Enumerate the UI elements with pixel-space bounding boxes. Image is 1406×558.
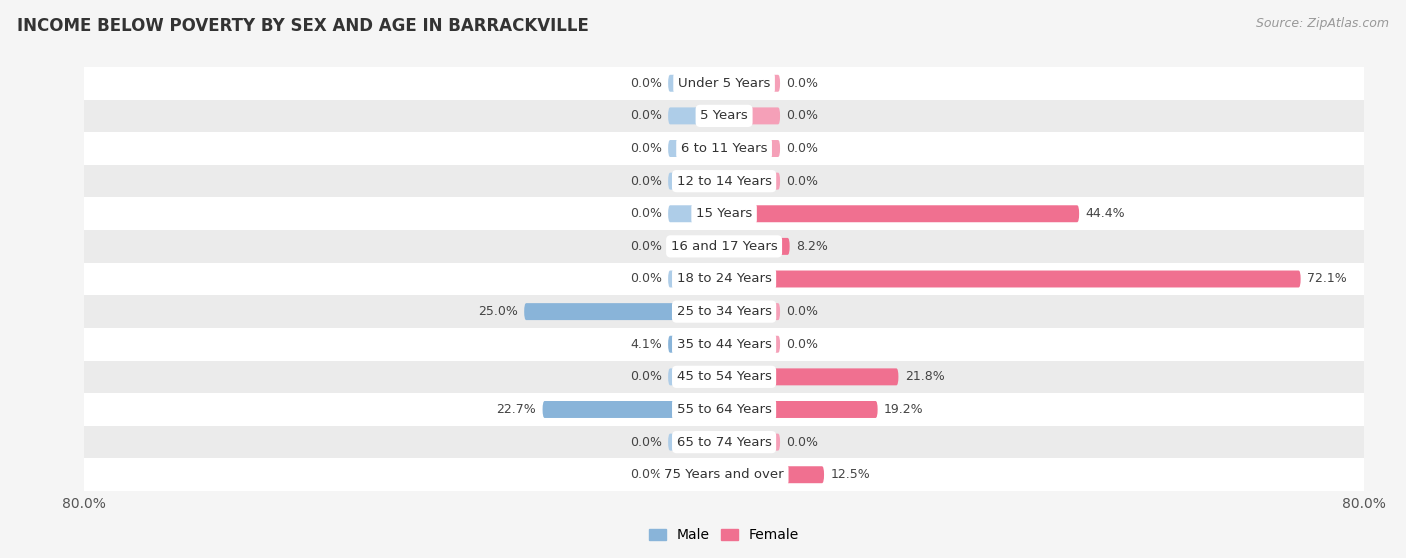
Bar: [84, 393, 1364, 426]
FancyBboxPatch shape: [724, 401, 877, 418]
Text: 55 to 64 Years: 55 to 64 Years: [676, 403, 772, 416]
Text: INCOME BELOW POVERTY BY SEX AND AGE IN BARRACKVILLE: INCOME BELOW POVERTY BY SEX AND AGE IN B…: [17, 17, 589, 35]
Text: 0.0%: 0.0%: [630, 240, 662, 253]
Text: 6 to 11 Years: 6 to 11 Years: [681, 142, 768, 155]
Text: 0.0%: 0.0%: [630, 207, 662, 220]
Text: 25 to 34 Years: 25 to 34 Years: [676, 305, 772, 318]
FancyBboxPatch shape: [724, 140, 780, 157]
Text: 0.0%: 0.0%: [630, 109, 662, 122]
FancyBboxPatch shape: [668, 238, 724, 255]
Bar: [84, 328, 1364, 360]
FancyBboxPatch shape: [668, 434, 724, 451]
Bar: [84, 165, 1364, 198]
FancyBboxPatch shape: [724, 434, 780, 451]
Text: 16 and 17 Years: 16 and 17 Years: [671, 240, 778, 253]
FancyBboxPatch shape: [668, 172, 724, 190]
Text: 0.0%: 0.0%: [630, 272, 662, 286]
Text: 8.2%: 8.2%: [796, 240, 828, 253]
Text: 0.0%: 0.0%: [630, 468, 662, 481]
Bar: [84, 459, 1364, 491]
Text: 19.2%: 19.2%: [884, 403, 924, 416]
Text: 0.0%: 0.0%: [786, 436, 818, 449]
Text: 22.7%: 22.7%: [496, 403, 536, 416]
Text: 0.0%: 0.0%: [786, 109, 818, 122]
Text: 0.0%: 0.0%: [630, 77, 662, 90]
Bar: [84, 263, 1364, 295]
FancyBboxPatch shape: [668, 205, 724, 222]
Text: 65 to 74 Years: 65 to 74 Years: [676, 436, 772, 449]
Text: 0.0%: 0.0%: [786, 305, 818, 318]
FancyBboxPatch shape: [724, 336, 780, 353]
FancyBboxPatch shape: [668, 75, 724, 92]
FancyBboxPatch shape: [524, 303, 724, 320]
FancyBboxPatch shape: [668, 140, 724, 157]
Bar: [84, 230, 1364, 263]
Bar: [84, 360, 1364, 393]
Text: 15 Years: 15 Years: [696, 207, 752, 220]
Text: 0.0%: 0.0%: [630, 436, 662, 449]
FancyBboxPatch shape: [724, 205, 1080, 222]
Text: 0.0%: 0.0%: [630, 371, 662, 383]
FancyBboxPatch shape: [724, 368, 898, 386]
FancyBboxPatch shape: [668, 466, 724, 483]
FancyBboxPatch shape: [724, 75, 780, 92]
Text: 21.8%: 21.8%: [905, 371, 945, 383]
Text: 0.0%: 0.0%: [786, 175, 818, 187]
Text: 0.0%: 0.0%: [630, 142, 662, 155]
FancyBboxPatch shape: [668, 271, 724, 287]
Text: Under 5 Years: Under 5 Years: [678, 77, 770, 90]
Bar: [84, 132, 1364, 165]
FancyBboxPatch shape: [724, 238, 790, 255]
Text: 12.5%: 12.5%: [831, 468, 870, 481]
Legend: Male, Female: Male, Female: [644, 523, 804, 548]
Bar: [84, 295, 1364, 328]
Bar: [84, 99, 1364, 132]
FancyBboxPatch shape: [724, 303, 780, 320]
Text: Source: ZipAtlas.com: Source: ZipAtlas.com: [1256, 17, 1389, 30]
FancyBboxPatch shape: [668, 368, 724, 386]
FancyBboxPatch shape: [668, 107, 724, 124]
Text: 75 Years and over: 75 Years and over: [664, 468, 785, 481]
Text: 18 to 24 Years: 18 to 24 Years: [676, 272, 772, 286]
Text: 5 Years: 5 Years: [700, 109, 748, 122]
FancyBboxPatch shape: [668, 336, 724, 353]
Bar: [84, 198, 1364, 230]
FancyBboxPatch shape: [543, 401, 724, 418]
Text: 72.1%: 72.1%: [1308, 272, 1347, 286]
Text: 4.1%: 4.1%: [630, 338, 662, 351]
Text: 0.0%: 0.0%: [786, 77, 818, 90]
FancyBboxPatch shape: [724, 271, 1301, 287]
Text: 0.0%: 0.0%: [630, 175, 662, 187]
Bar: [84, 67, 1364, 99]
FancyBboxPatch shape: [724, 172, 780, 190]
Bar: [84, 426, 1364, 459]
Text: 12 to 14 Years: 12 to 14 Years: [676, 175, 772, 187]
Text: 45 to 54 Years: 45 to 54 Years: [676, 371, 772, 383]
FancyBboxPatch shape: [724, 466, 824, 483]
Text: 25.0%: 25.0%: [478, 305, 517, 318]
Text: 35 to 44 Years: 35 to 44 Years: [676, 338, 772, 351]
FancyBboxPatch shape: [724, 107, 780, 124]
Text: 44.4%: 44.4%: [1085, 207, 1125, 220]
Text: 0.0%: 0.0%: [786, 142, 818, 155]
Text: 0.0%: 0.0%: [786, 338, 818, 351]
